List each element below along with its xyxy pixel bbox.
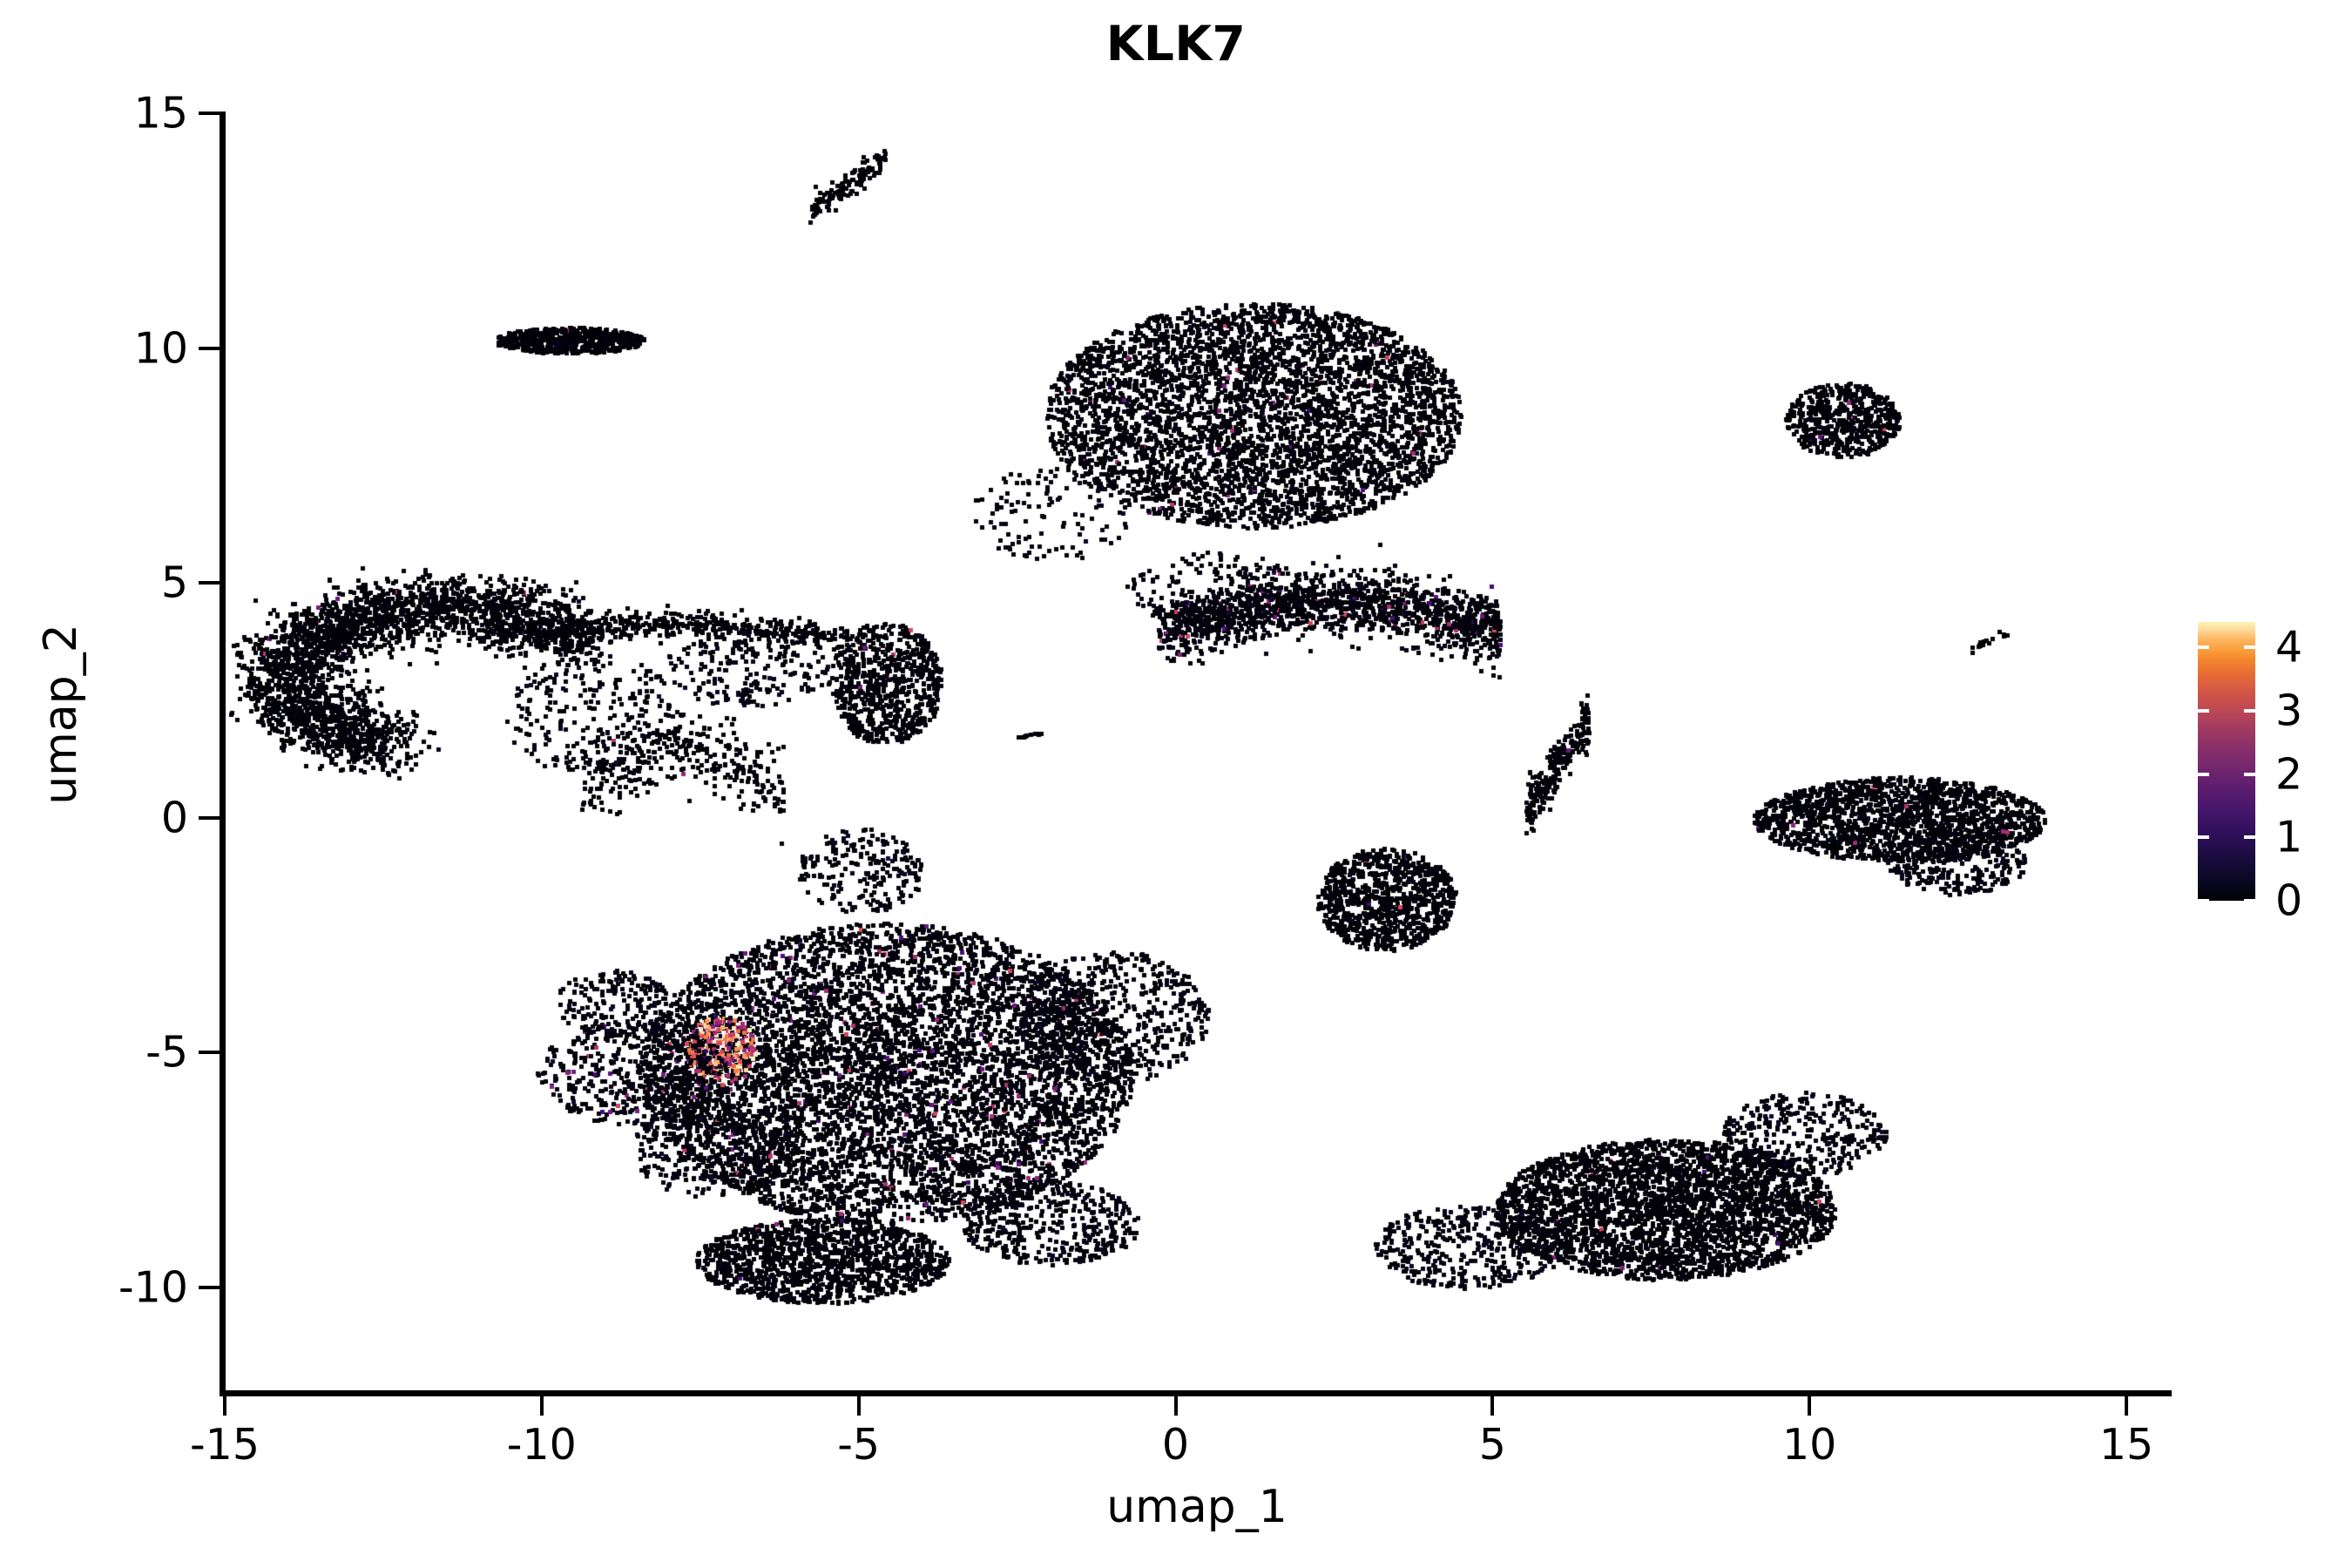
colorbar-tick-mark bbox=[2244, 645, 2255, 650]
colorbar-tick-mark bbox=[2198, 899, 2209, 902]
colorbar bbox=[2198, 622, 2255, 902]
colorbar-tick-label: 2 bbox=[2275, 749, 2303, 800]
x-tick-mark bbox=[1808, 1396, 1812, 1416]
x-axis-title: umap_1 bbox=[1106, 1481, 1288, 1533]
x-axis-line bbox=[222, 1390, 2172, 1396]
colorbar-tick-mark bbox=[2244, 899, 2255, 902]
colorbar-tick-mark bbox=[2244, 835, 2255, 840]
colorbar-tick-mark bbox=[2198, 645, 2209, 650]
y-tick-label: 10 bbox=[133, 323, 188, 374]
y-tick-mark bbox=[199, 1286, 220, 1289]
x-tick-mark bbox=[1173, 1396, 1178, 1416]
y-tick-label: 15 bbox=[133, 88, 188, 139]
x-tick-mark bbox=[856, 1396, 861, 1416]
colorbar-tick-label: 0 bbox=[2275, 875, 2303, 926]
colorbar-tick-mark bbox=[2198, 835, 2209, 840]
y-tick-label: 0 bbox=[160, 793, 188, 843]
x-tick-mark bbox=[539, 1396, 544, 1416]
colorbar-tick-mark bbox=[2244, 708, 2255, 713]
colorbar-tick-label: 3 bbox=[2275, 686, 2303, 736]
y-axis-line bbox=[220, 112, 226, 1396]
x-tick-label: -15 bbox=[189, 1420, 260, 1470]
x-tick-label: -5 bbox=[837, 1420, 881, 1470]
x-tick-label: 0 bbox=[1161, 1420, 1190, 1470]
colorbar-tick-mark bbox=[2198, 708, 2209, 713]
x-tick-mark bbox=[2125, 1396, 2128, 1416]
y-tick-mark bbox=[199, 112, 220, 115]
y-tick-mark bbox=[199, 581, 220, 585]
colorbar-tick-label: 1 bbox=[2275, 812, 2303, 862]
colorbar-tick-label: 4 bbox=[2275, 622, 2303, 672]
y-tick-mark bbox=[199, 346, 220, 350]
y-tick-mark bbox=[199, 815, 220, 820]
colorbar-tick-mark bbox=[2198, 772, 2209, 776]
colorbar-tick-mark bbox=[2244, 772, 2255, 776]
x-tick-label: 15 bbox=[2099, 1420, 2154, 1470]
y-tick-label: 5 bbox=[160, 558, 188, 608]
x-tick-mark bbox=[223, 1396, 226, 1416]
y-tick-label: -5 bbox=[145, 1027, 188, 1078]
x-tick-label: 5 bbox=[1478, 1420, 1506, 1470]
y-axis-title: umap_2 bbox=[35, 624, 87, 805]
y-tick-label: -10 bbox=[118, 1262, 188, 1313]
colorbar-gradient bbox=[2198, 622, 2255, 901]
y-tick-mark bbox=[199, 1051, 220, 1055]
x-tick-label: 10 bbox=[1781, 1420, 1837, 1470]
x-tick-label: -10 bbox=[506, 1420, 577, 1470]
x-tick-mark bbox=[1490, 1396, 1495, 1416]
